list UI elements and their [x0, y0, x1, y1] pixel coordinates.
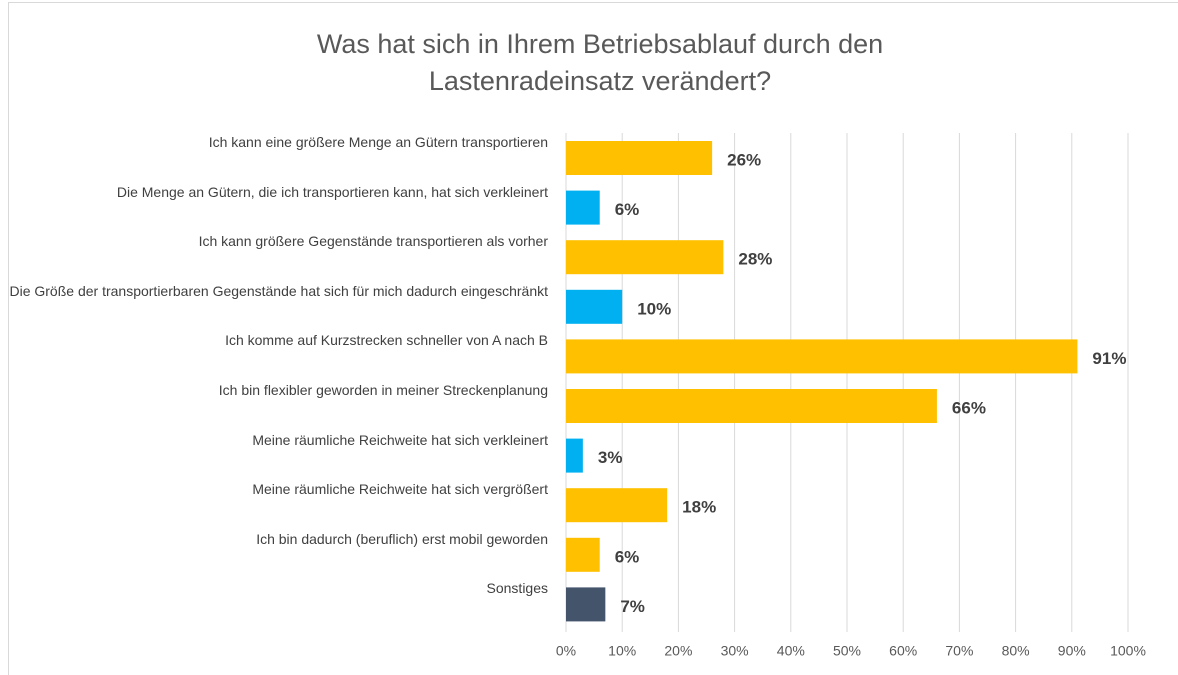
data-label: 3% [598, 448, 623, 467]
x-tick-label: 30% [721, 643, 749, 659]
chart-title: Lastenradeinsatz verändert? [429, 66, 771, 96]
category-label: Ich kann eine größere Menge an Gütern tr… [208, 134, 548, 150]
bar [566, 488, 668, 523]
data-label: 6% [615, 200, 640, 219]
category-label: Ich komme auf Kurzstrecken schneller von… [225, 332, 548, 349]
bar [566, 289, 623, 324]
chart-title: Was hat sich in Ihrem Betriebsablauf dur… [317, 29, 883, 59]
bar [566, 141, 713, 175]
bar [566, 389, 937, 423]
category-label: Die Größe der transportierbaren Gegenstä… [9, 282, 548, 299]
category-label: Sonstiges [486, 580, 548, 597]
data-label: 28% [738, 250, 772, 269]
data-label: 26% [727, 150, 761, 169]
bar [566, 438, 583, 473]
data-label: 7% [620, 597, 645, 616]
bar [566, 240, 724, 275]
category-label: Ich kann größere Gegenstände transportie… [198, 233, 548, 250]
x-tick-label: 100% [1110, 643, 1146, 659]
data-label: 6% [615, 547, 640, 566]
x-tick-label: 50% [833, 643, 861, 659]
frame [8, 2, 1178, 675]
bar [566, 587, 606, 622]
x-tick-label: 70% [945, 643, 973, 659]
bar [566, 190, 600, 225]
category-label: Meine räumliche Reichweite hat sich verg… [252, 481, 548, 498]
category-label: Die Menge an Gütern, die ich transportie… [116, 183, 548, 200]
x-tick-label: 0% [556, 643, 576, 659]
data-label: 18% [682, 498, 716, 517]
x-tick-label: 80% [1002, 643, 1030, 659]
category-label: Meine räumliche Reichweite hat sich verk… [252, 431, 548, 448]
data-label: 66% [952, 398, 986, 417]
x-tick-label: 90% [1058, 643, 1086, 659]
category-label: Ich bin flexibler geworden in meiner Str… [218, 382, 548, 398]
data-label: 91% [1092, 349, 1126, 368]
x-tick-label: 20% [664, 643, 692, 659]
category-label: Ich bin dadurch (beruflich) erst mobil g… [256, 530, 548, 547]
bar [566, 339, 1078, 374]
x-tick-label: 10% [608, 643, 636, 659]
data-label: 10% [637, 299, 671, 318]
bar [566, 537, 600, 572]
x-tick-label: 40% [777, 643, 805, 659]
x-tick-label: 60% [889, 643, 917, 659]
